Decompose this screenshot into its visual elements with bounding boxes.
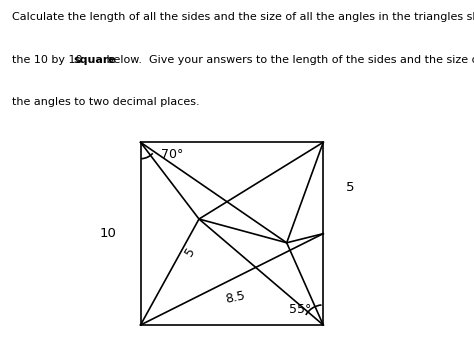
Text: Calculate the length of all the sides and the size of all the angles in the tria: Calculate the length of all the sides an…	[12, 12, 474, 22]
Text: 5: 5	[182, 245, 198, 259]
Text: below.  Give your answers to the length of the sides and the size of: below. Give your answers to the length o…	[102, 55, 474, 65]
Text: 55°: 55°	[290, 303, 312, 316]
Text: 8.5: 8.5	[224, 289, 246, 306]
Text: the angles to two decimal places.: the angles to two decimal places.	[12, 97, 200, 107]
Text: 70°: 70°	[161, 148, 183, 161]
Text: 10: 10	[99, 227, 116, 240]
Text: square: square	[73, 55, 116, 65]
Text: 5: 5	[346, 182, 355, 194]
Text: the 10 by 10: the 10 by 10	[12, 55, 86, 65]
